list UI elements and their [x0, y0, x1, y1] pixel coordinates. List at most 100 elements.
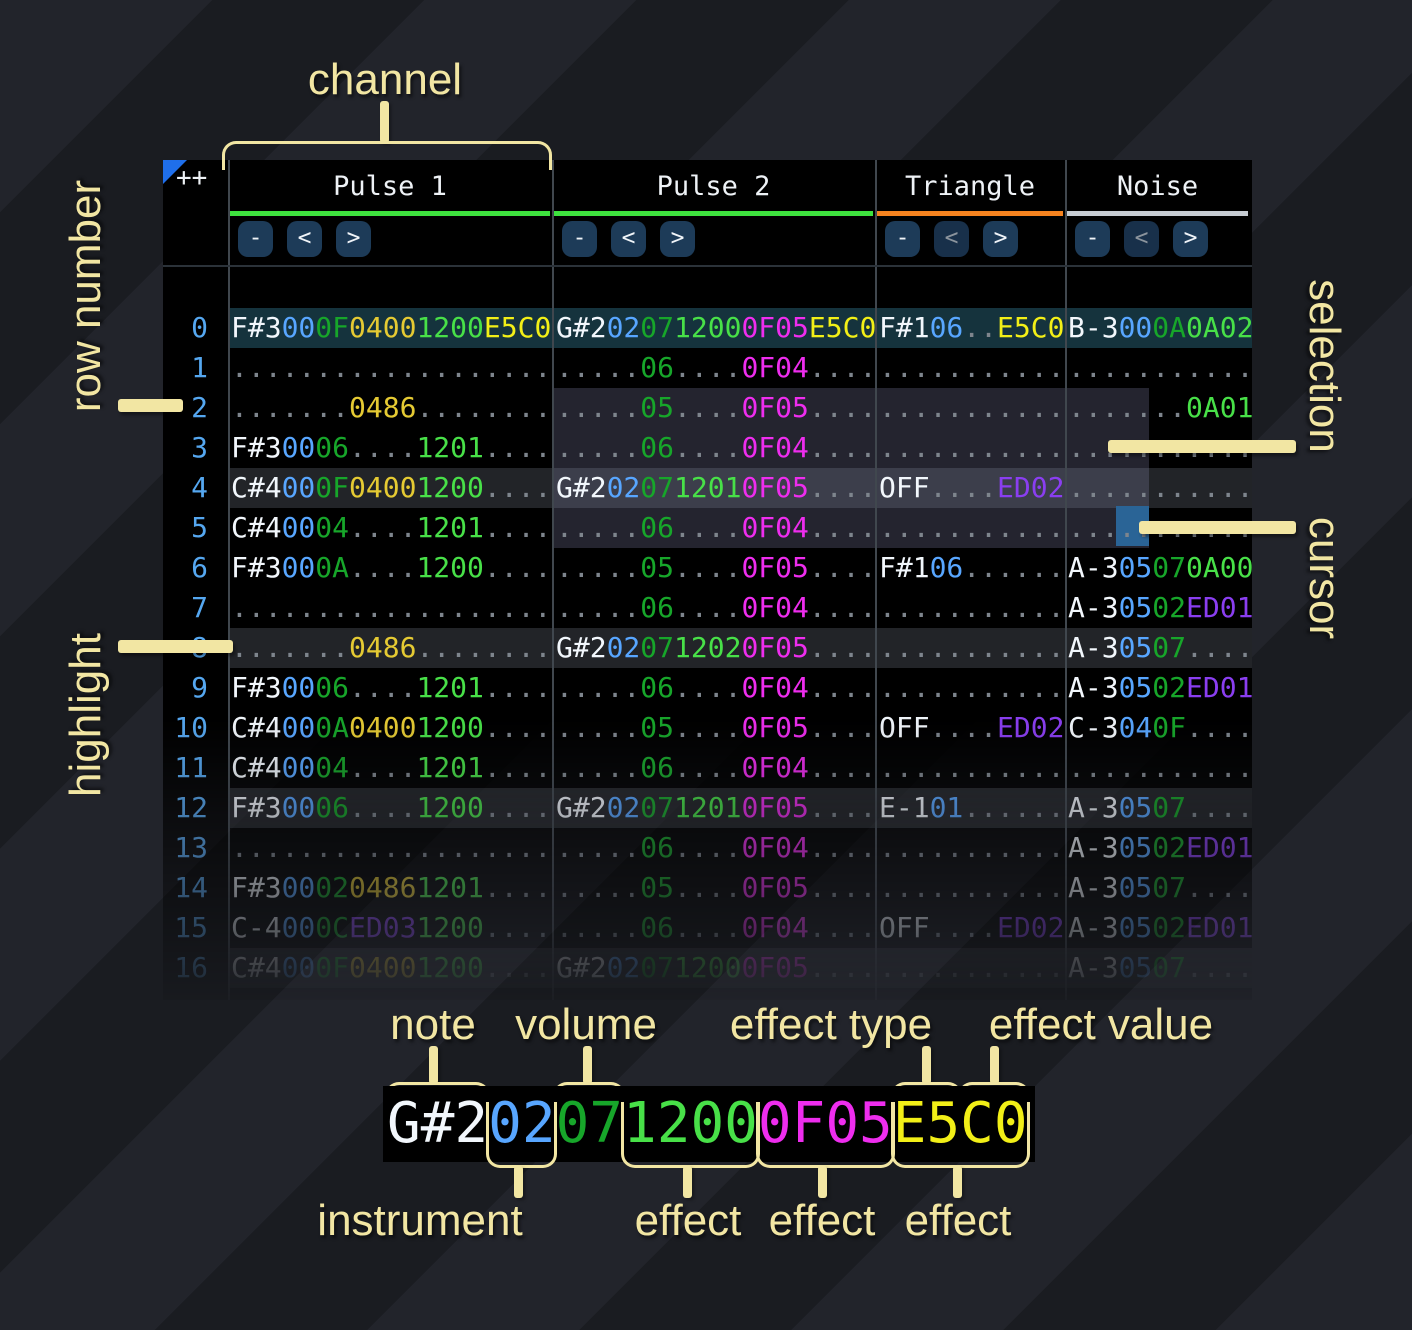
- pattern-cell-noise-row16[interactable]: A-30507....: [1068, 948, 1253, 988]
- pattern-cell-p1-row2[interactable]: .......0486........: [231, 388, 551, 428]
- pattern-field-d[interactable]: .....: [556, 391, 641, 424]
- pattern-field-n[interactable]: F#3: [231, 311, 282, 344]
- pattern-field-d[interactable]: ........: [416, 631, 552, 664]
- pattern-cell-tri-row16[interactable]: ...........: [879, 948, 1064, 988]
- pattern-field-d[interactable]: .......: [231, 391, 350, 424]
- pattern-field-d[interactable]: ......: [963, 551, 1065, 584]
- pattern-cell-p2-row6[interactable]: .....05....0F05....: [556, 548, 876, 588]
- pattern-field-v[interactable]: 02: [1152, 911, 1187, 944]
- pattern-field-m[interactable]: 0F05: [741, 951, 809, 984]
- pattern-cell-tri-row12[interactable]: E-101......: [879, 788, 1064, 828]
- channel-next-button-triangle[interactable]: >: [983, 221, 1018, 257]
- pattern-cell-tri-row15[interactable]: OFF....ED02: [879, 908, 1064, 948]
- pattern-field-i[interactable]: 00: [281, 431, 316, 464]
- pattern-field-g[interactable]: 1201: [674, 471, 742, 504]
- pattern-field-d[interactable]: ....: [1186, 711, 1254, 744]
- pattern-cell-tri-row13[interactable]: ...........: [879, 828, 1064, 868]
- pattern-field-v[interactable]: 07: [1152, 551, 1187, 584]
- pattern-cell-noise-row0[interactable]: B-3000A0A02: [1068, 308, 1253, 348]
- pattern-cell-noise-row2[interactable]: .......0A01: [1068, 388, 1253, 428]
- pattern-field-d[interactable]: .....: [556, 431, 641, 464]
- channel-header-triangle[interactable]: Triangle: [904, 171, 1036, 202]
- pattern-field-v[interactable]: 06: [315, 671, 350, 704]
- pattern-field-o[interactable]: 0400: [349, 471, 417, 504]
- pattern-cell-p2-row0[interactable]: G#2020712000F05E5C0: [556, 308, 876, 348]
- pattern-field-i[interactable]: 00: [281, 511, 316, 544]
- pattern-field-d[interactable]: ......: [963, 791, 1065, 824]
- pattern-field-d[interactable]: ....: [808, 671, 877, 704]
- pattern-field-d[interactable]: ....: [674, 591, 742, 624]
- pattern-field-n[interactable]: G#2: [556, 471, 607, 504]
- pattern-field-n[interactable]: A-3: [1068, 551, 1119, 584]
- pattern-field-m[interactable]: 0F05: [741, 551, 809, 584]
- pattern-field-d[interactable]: ...........: [879, 391, 1065, 424]
- pattern-field-g[interactable]: 1200: [416, 711, 484, 744]
- pattern-field-v[interactable]: 06: [640, 911, 675, 944]
- pattern-cell-p1-row1[interactable]: ...................: [231, 348, 551, 388]
- pattern-field-y[interactable]: E5C0: [808, 311, 877, 344]
- pattern-field-d[interactable]: ....: [808, 551, 877, 584]
- pattern-field-n[interactable]: C#4: [231, 711, 282, 744]
- pattern-field-n[interactable]: OFF: [879, 471, 930, 504]
- pattern-field-d[interactable]: ....: [808, 591, 877, 624]
- pattern-field-i[interactable]: 00: [1118, 311, 1153, 344]
- pattern-field-d[interactable]: ....: [808, 431, 877, 464]
- pattern-field-p[interactable]: ED02: [997, 711, 1065, 744]
- pattern-cell-p2-row8[interactable]: G#2020712020F05....: [556, 628, 876, 668]
- pattern-field-i[interactable]: 00: [281, 311, 316, 344]
- pattern-field-d[interactable]: ...........: [879, 751, 1065, 784]
- pattern-field-i[interactable]: 00: [281, 791, 316, 824]
- pattern-field-i[interactable]: 06: [929, 311, 964, 344]
- pattern-field-v[interactable]: 07: [640, 951, 675, 984]
- pattern-field-d[interactable]: ....: [808, 911, 877, 944]
- pattern-field-v[interactable]: 04: [315, 511, 350, 544]
- pattern-field-n[interactable]: C#4: [231, 951, 282, 984]
- pattern-field-d[interactable]: ....: [808, 831, 877, 864]
- pattern-field-v[interactable]: 07: [640, 631, 675, 664]
- pattern-field-d[interactable]: ....: [349, 431, 417, 464]
- pattern-field-d[interactable]: .....: [556, 911, 641, 944]
- pattern-field-d[interactable]: .....: [556, 551, 641, 584]
- pattern-field-g[interactable]: 1200: [416, 911, 484, 944]
- pattern-cell-p1-row9[interactable]: F#30006....1201....: [231, 668, 551, 708]
- pattern-cell-noise-row10[interactable]: C-3040F....: [1068, 708, 1253, 748]
- pattern-field-n[interactable]: G#2: [556, 631, 607, 664]
- pattern-field-n[interactable]: B-3: [1068, 311, 1119, 344]
- pattern-cell-tri-row11[interactable]: ...........: [879, 748, 1064, 788]
- pattern-cell-p1-row14[interactable]: F#3000204861201....: [231, 868, 551, 908]
- pattern-field-d[interactable]: .....: [556, 751, 641, 784]
- pattern-cell-p1-row8[interactable]: .......0486........: [231, 628, 551, 668]
- pattern-field-v[interactable]: 07: [640, 311, 675, 344]
- pattern-field-n[interactable]: A-3: [1068, 591, 1119, 624]
- pattern-field-v[interactable]: 07: [1152, 631, 1187, 664]
- pattern-field-n[interactable]: C#4: [231, 511, 282, 544]
- pattern-cell-p1-row10[interactable]: C#4000A04001200....: [231, 708, 551, 748]
- pattern-field-v[interactable]: 05: [640, 391, 675, 424]
- pattern-field-v[interactable]: 02: [1152, 831, 1187, 864]
- pattern-field-i[interactable]: 02: [606, 791, 641, 824]
- pattern-field-n[interactable]: A-3: [1068, 791, 1119, 824]
- pattern-field-d[interactable]: .....: [556, 711, 641, 744]
- pattern-cell-p2-row7[interactable]: .....06....0F04....: [556, 588, 876, 628]
- pattern-field-o[interactable]: 0486: [349, 631, 417, 664]
- pattern-field-d[interactable]: ...................: [231, 591, 552, 624]
- pattern-field-p[interactable]: ED03: [349, 911, 417, 944]
- channel-remove-button-pulse-2[interactable]: -: [562, 221, 597, 257]
- pattern-field-v[interactable]: 0F: [315, 951, 350, 984]
- pattern-cell-p1-row11[interactable]: C#40004....1201....: [231, 748, 551, 788]
- pattern-field-i[interactable]: 00: [281, 671, 316, 704]
- pattern-field-i[interactable]: 02: [606, 471, 641, 504]
- pattern-field-d[interactable]: ...........: [879, 591, 1065, 624]
- pattern-field-d[interactable]: ....: [349, 791, 417, 824]
- channel-prev-button-pulse-1[interactable]: <: [287, 221, 322, 257]
- pattern-field-d[interactable]: ....: [674, 911, 742, 944]
- pattern-field-m[interactable]: 0F04: [741, 751, 809, 784]
- pattern-field-d[interactable]: ....: [674, 671, 742, 704]
- pattern-field-i[interactable]: 00: [281, 711, 316, 744]
- pattern-field-g[interactable]: 0A02: [1186, 311, 1254, 344]
- pattern-field-v[interactable]: 07: [640, 791, 675, 824]
- pattern-field-i[interactable]: 00: [281, 551, 316, 584]
- pattern-field-p[interactable]: ED02: [997, 911, 1065, 944]
- pattern-field-n[interactable]: G#2: [556, 311, 607, 344]
- pattern-field-d[interactable]: ...........: [879, 431, 1065, 464]
